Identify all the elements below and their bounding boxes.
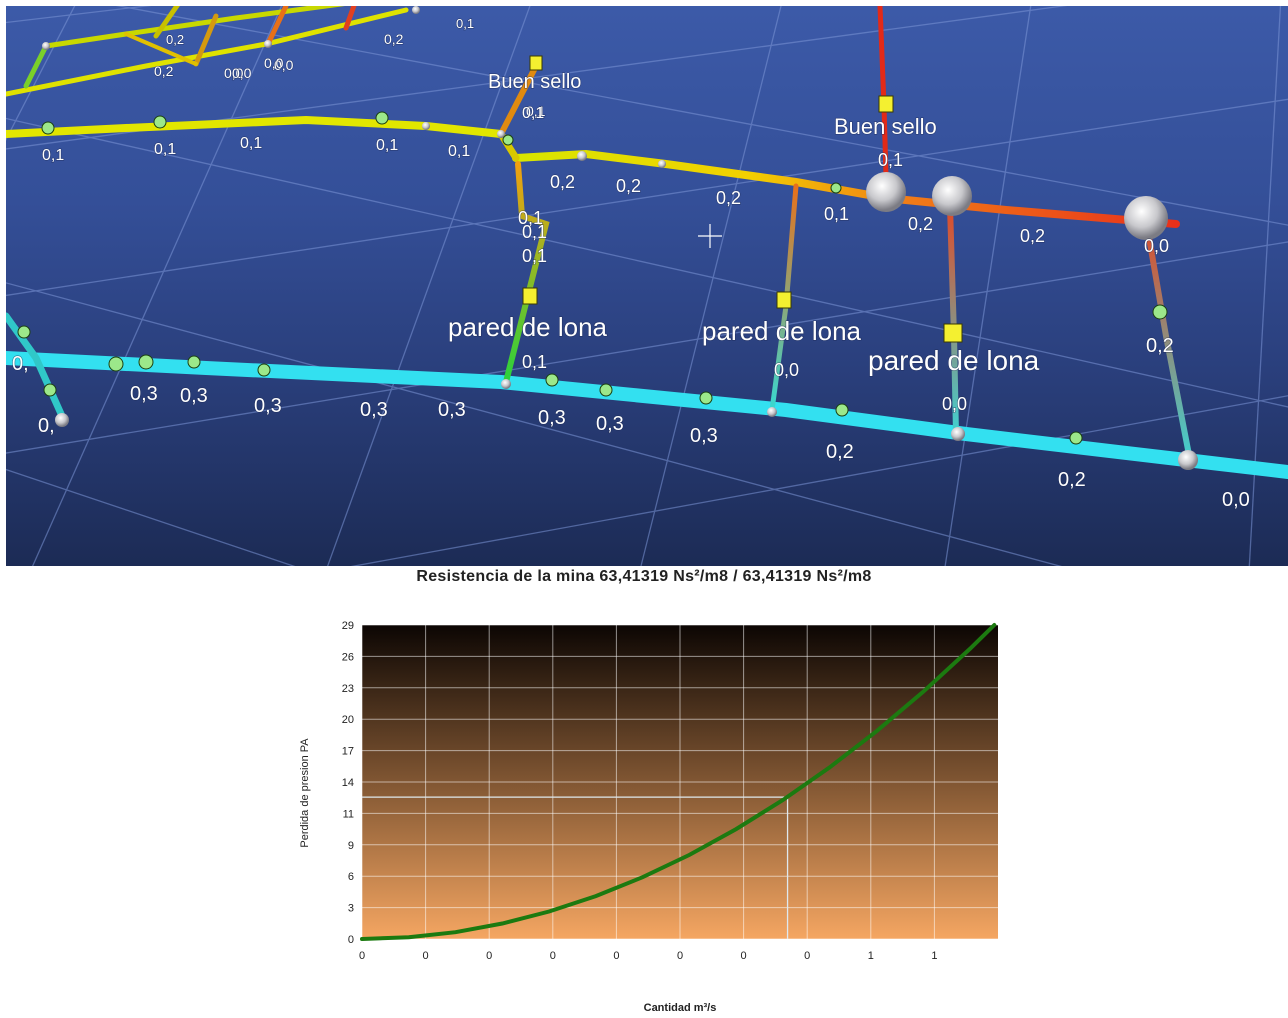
branch-value-label: 0,3: [360, 399, 388, 421]
y-tick-label: 11: [343, 808, 354, 820]
branch-value-label: 0,0: [264, 55, 284, 71]
branch-value-label: 0,2: [1146, 335, 1174, 357]
branch-value-label: 0,2: [384, 31, 404, 47]
branch-value-label: 0,2: [616, 176, 641, 196]
y-tick-label: 14: [342, 777, 354, 789]
branch-value-label: 0,1: [42, 147, 64, 164]
device-name-label: pared de lona: [868, 345, 1040, 376]
branch-value-label: 0,1: [448, 143, 470, 160]
x-tick-label: 0: [741, 950, 747, 962]
device-name-label: Buen sello: [488, 71, 581, 93]
branch-value-label: 0,1: [522, 222, 547, 242]
x-tick-label: 0: [486, 950, 492, 962]
branch-value-label: 0,0: [1222, 489, 1250, 511]
curve-layer: [360, 623, 997, 941]
resistance-curve: [360, 623, 997, 941]
junction-spheres: [42, 6, 1198, 470]
branch-value-label: 0,0: [232, 65, 252, 81]
branch-value-label: 0,3: [130, 383, 158, 405]
branch-value-label: 0,2: [154, 63, 174, 79]
x-tick-label: 0: [613, 950, 619, 962]
x-tick-label: 0: [677, 950, 683, 962]
x-tick-label: 0: [359, 950, 365, 962]
branch-value-label: 0,1: [522, 352, 547, 372]
device-name-label: pared de lona: [448, 312, 608, 342]
device-name-label: Buen sello: [834, 114, 937, 139]
y-tick-label: 26: [342, 651, 354, 663]
operating-point-lines: [362, 796, 789, 939]
branch-value-label: 0,1: [526, 103, 546, 119]
branch-value-label: 0,2: [1020, 226, 1045, 246]
branch-value-label: 0,: [38, 415, 55, 437]
x-tick-label: 1: [931, 950, 937, 962]
branch-value-label: 0,0: [274, 57, 294, 73]
y-tick-label: 23: [342, 683, 354, 695]
branch-value-label: 0,3: [690, 425, 718, 447]
branch-label-layer: 0,20,0 0,00,10,20,20,00,00,10,1 0,1 0,1 0,1 0…: [11, 15, 1250, 511]
branch-value-label: 0,0: [1144, 236, 1169, 256]
branch-value-label: 0,2: [1058, 469, 1086, 491]
device-name-label: pared de lona: [702, 316, 862, 346]
chart-title: Resistencia de la mina 63,41319 Ns²/m8 /…: [416, 568, 872, 585]
branch-value-label: 0,2: [166, 32, 184, 47]
branch-value-label: 0,2: [716, 188, 741, 208]
y-tick-label: 17: [342, 746, 354, 758]
x-tick-label: 0: [550, 950, 556, 962]
upper-left-branches: [6, 6, 409, 97]
branch-value-label: 0,2: [826, 441, 854, 463]
yellow-device-markers: [522, 55, 963, 343]
3d-network-viewport[interactable]: 0,2 0,0 0,0 0,1 0,2 0,2 0,0 0,0 0,1 0,1 0,1 0,1 0,1 0…: [6, 6, 1288, 566]
branch-value-label: 0,0: [942, 394, 967, 414]
branch-value-label: 0,1: [240, 135, 262, 152]
floor-grid: [6, 6, 1288, 566]
x-tick-label: 0: [804, 950, 810, 962]
x-tick-label: 0: [423, 950, 429, 962]
branch-value-label: 0,1: [154, 141, 176, 158]
branch-value-label: 0,1: [824, 204, 849, 224]
branch-value-label: 0,3: [538, 407, 566, 429]
branch-value-label: 0,1: [522, 105, 544, 122]
y-tick-label: 6: [348, 871, 354, 883]
branch-value-label: 0,1: [878, 150, 903, 170]
x-tick-labels: 0 0 0 0 0 0 0 0 1 1: [359, 950, 938, 962]
branch-value-label: 0,1: [522, 246, 547, 266]
branch-value-label: 0,2: [550, 172, 575, 192]
branch-value-label: 0,3: [180, 385, 208, 407]
branch-value-label: 0,1: [376, 137, 398, 154]
x-axis-title: Cantidad m³/s: [644, 1002, 717, 1014]
y-tick-labels: 29 26 23 20 17 14 11 9 6 3 0: [342, 620, 354, 946]
branch-value-label: 0,3: [438, 399, 466, 421]
branch-value-label: 0,: [12, 353, 29, 375]
branch-value-label: 0,0: [774, 360, 799, 380]
crosshair-cursor: [698, 224, 722, 248]
x-tick-label: 1: [868, 950, 874, 962]
y-tick-label: 9: [348, 840, 354, 852]
y-tick-label: 0: [348, 934, 354, 946]
y-axis-title: Perdida de presion PA: [299, 738, 311, 848]
branch-value-label: 0,1: [518, 208, 543, 228]
network-scene: 0,20,0 0,00,10,20,20,00,00,10,1 0,1 0,1 0,1 0…: [6, 6, 1288, 566]
green-device-markers: [17, 111, 1168, 445]
branch-value-label: 0,0: [224, 65, 244, 81]
y-tick-label: 20: [342, 714, 354, 726]
chart-grid: [361, 624, 998, 940]
y-tick-label: 3: [348, 903, 354, 915]
branch-value-label: 0,3: [254, 395, 282, 417]
y-tick-label: 29: [342, 620, 354, 632]
branch-value-label: 0,3: [596, 413, 624, 435]
branch-value-label: 0,1: [456, 16, 474, 31]
branch-value-label: 0,2: [908, 214, 933, 234]
